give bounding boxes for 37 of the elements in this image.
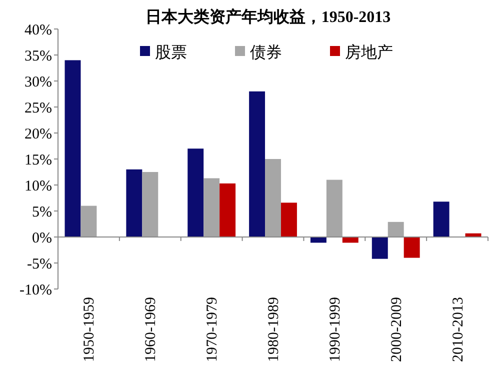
y-tick-label: 20% [24, 126, 52, 142]
y-tick-label: 15% [24, 152, 52, 168]
y-tick-label: 25% [24, 100, 52, 116]
bar [204, 178, 220, 237]
x-tick-label: 2000-2009 [388, 297, 405, 362]
bar [372, 237, 388, 259]
bar [265, 159, 281, 237]
y-tick-label: 35% [24, 48, 52, 64]
y-tick-label: -10% [20, 282, 52, 298]
legend-label: 债券 [250, 42, 282, 62]
bar [220, 183, 236, 237]
y-tick-label: 0% [32, 230, 52, 246]
bar [80, 206, 97, 237]
x-tick-label: 1990-1999 [327, 297, 344, 362]
bar [433, 202, 450, 237]
chart-title: 日本大类资产年均收益，1950-2013 [145, 8, 391, 26]
bar [142, 172, 158, 237]
bar [280, 202, 297, 237]
legend-label: 股票 [155, 42, 187, 62]
x-tick-label: 1960-1969 [143, 297, 160, 362]
bar [249, 91, 266, 237]
bar [126, 169, 142, 237]
y-tick-label: -5% [27, 256, 52, 272]
x-tick-label: 1970-1979 [204, 297, 221, 362]
x-tick-label: 1950-1959 [82, 297, 98, 362]
bar [326, 180, 342, 237]
bar [188, 148, 204, 237]
x-tick-label: 1980-1989 [266, 297, 282, 362]
bar [388, 222, 404, 237]
y-tick-label: 10% [24, 178, 52, 194]
bar [64, 60, 81, 237]
bar [404, 237, 420, 258]
x-tick-label: 2010-2013 [450, 297, 466, 362]
y-tick-label: 40% [24, 22, 52, 38]
y-tick-label: 5% [32, 204, 52, 220]
y-tick-label: 30% [24, 74, 52, 90]
legend-label: 房地产 [345, 42, 393, 62]
